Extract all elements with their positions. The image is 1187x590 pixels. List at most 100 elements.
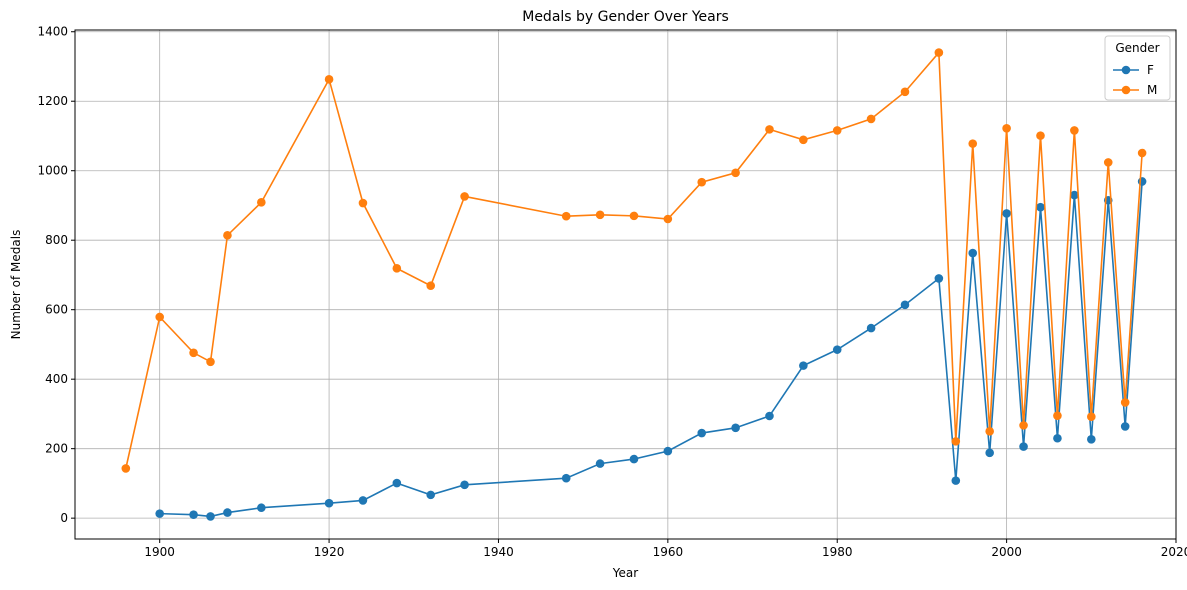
legend-box — [1104, 35, 1171, 101]
x-axis-label: Year — [612, 566, 638, 580]
data-point-M — [765, 125, 774, 134]
y-tick-label: 800 — [45, 233, 68, 247]
y-tick-label: 0 — [60, 511, 68, 525]
data-point-F — [799, 361, 808, 370]
x-tick-label: 1920 — [314, 545, 345, 559]
data-point-M — [324, 75, 334, 84]
series-line-M — [125, 50, 1143, 469]
data-point-M — [866, 114, 876, 124]
legend-title: Gender — [1115, 41, 1159, 55]
y-tick-label: 1000 — [37, 164, 68, 178]
data-point-F — [324, 498, 334, 508]
x-tick-label: 2000 — [991, 545, 1022, 559]
data-point-M — [832, 126, 842, 135]
data-point-F — [968, 248, 978, 258]
data-point-F — [189, 510, 198, 519]
legend-item-M: M — [1113, 83, 1157, 97]
x-tick-label: 1960 — [653, 545, 684, 559]
data-point-M — [731, 168, 740, 178]
data-point-F — [765, 411, 774, 421]
data-point-F — [1120, 422, 1130, 431]
data-point-M — [155, 312, 164, 322]
data-point-F — [561, 473, 571, 483]
data-point-F — [1070, 190, 1079, 200]
data-point-M — [1036, 131, 1045, 140]
data-point-M — [985, 426, 994, 436]
series-line-F — [159, 181, 1143, 518]
data-point-F — [1087, 434, 1096, 444]
data-point-M — [799, 135, 808, 145]
data-point-M — [1087, 412, 1096, 422]
data-point-M — [951, 437, 961, 446]
data-point-M — [1053, 411, 1062, 420]
data-point-F — [985, 448, 994, 458]
series-M — [121, 48, 1147, 473]
data-point-M — [426, 281, 436, 291]
x-tick-label: 1940 — [483, 545, 514, 559]
data-point-M — [206, 357, 215, 367]
data-point-M — [697, 177, 707, 187]
data-point-M — [460, 192, 469, 201]
data-point-M — [358, 198, 368, 208]
data-point-F — [392, 478, 402, 488]
y-tick-label: 400 — [45, 372, 68, 386]
y-tick-label: 600 — [45, 303, 68, 317]
data-point-M — [121, 464, 131, 473]
series-layer — [121, 48, 1147, 521]
data-point-F — [629, 454, 639, 464]
data-point-M — [900, 87, 910, 97]
plot-frame — [74, 29, 1177, 540]
legend-label: M — [1147, 83, 1157, 97]
data-point-M — [1137, 148, 1147, 158]
data-point-F — [257, 503, 266, 513]
data-point-F — [900, 300, 910, 310]
data-point-F — [1137, 177, 1147, 186]
data-point-F — [934, 274, 944, 283]
data-point-F — [1053, 433, 1062, 443]
data-point-F — [206, 512, 215, 521]
data-point-F — [866, 323, 876, 333]
legend-items: FM — [1113, 63, 1157, 97]
data-point-M — [663, 214, 673, 224]
data-point-F — [697, 428, 707, 438]
data-point-M — [629, 211, 639, 221]
y-tick-label: 1400 — [37, 25, 68, 39]
data-point-F — [951, 476, 961, 485]
grid-lines — [75, 30, 1177, 539]
data-point-M — [1002, 124, 1011, 133]
data-point-F — [1036, 202, 1045, 212]
data-point-F — [1002, 209, 1011, 218]
data-point-F — [460, 480, 469, 490]
data-point-M — [1070, 126, 1079, 135]
data-point-M — [392, 264, 402, 273]
data-point-F — [832, 345, 842, 354]
data-point-M — [1019, 421, 1028, 430]
legend-item-F: F — [1113, 63, 1154, 77]
chart-title: Medals by Gender Over Years — [522, 9, 729, 25]
data-point-F — [155, 509, 164, 518]
legend: Gender FM — [1104, 35, 1171, 101]
data-point-F — [358, 496, 368, 505]
data-point-M — [257, 198, 266, 207]
y-tick-label: 200 — [45, 442, 68, 456]
data-point-M — [189, 348, 198, 358]
legend-marker — [1121, 65, 1131, 75]
y-axis-label: Number of Medals — [9, 230, 23, 340]
y-tick-label: 1200 — [37, 94, 68, 108]
series-F — [155, 177, 1147, 521]
data-point-F — [223, 508, 232, 517]
data-point-M — [968, 139, 978, 148]
data-point-F — [426, 490, 436, 500]
data-point-M — [1103, 158, 1113, 167]
data-point-M — [1120, 398, 1130, 407]
legend-marker — [1121, 85, 1131, 95]
data-point-F — [1019, 442, 1028, 451]
data-point-M — [595, 210, 605, 220]
legend-label: F — [1147, 63, 1154, 77]
x-tick-label: 1900 — [144, 545, 175, 559]
data-point-F — [731, 423, 740, 433]
data-point-M — [561, 211, 571, 221]
